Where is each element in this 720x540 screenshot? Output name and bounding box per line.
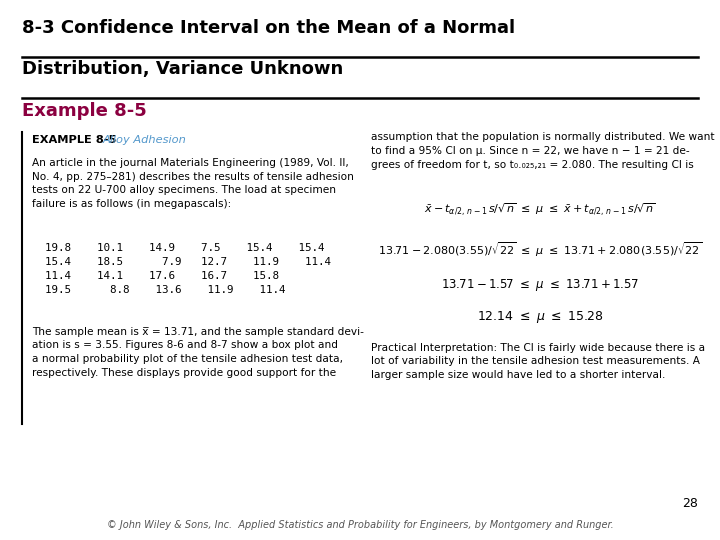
Text: 8-3 Confidence Interval on the Mean of a Normal: 8-3 Confidence Interval on the Mean of a… bbox=[22, 19, 515, 37]
Text: EXAMPLE 8-5: EXAMPLE 8-5 bbox=[32, 135, 117, 145]
Text: Alloy Adhesion: Alloy Adhesion bbox=[102, 135, 186, 145]
Text: 28: 28 bbox=[683, 497, 698, 510]
Text: An article in the journal Materials Engineering (1989, Vol. II,
No. 4, pp. 275–2: An article in the journal Materials Engi… bbox=[32, 158, 354, 209]
Text: Distribution, Variance Unknown: Distribution, Variance Unknown bbox=[22, 60, 343, 78]
Text: 19.8    10.1    14.9    7.5    15.4    15.4
  15.4    18.5      7.9   12.7    11: 19.8 10.1 14.9 7.5 15.4 15.4 15.4 18.5 7… bbox=[32, 243, 331, 295]
Text: The sample mean is x̅ = 13.71, and the sample standard devi-
ation is s = 3.55. : The sample mean is x̅ = 13.71, and the s… bbox=[32, 327, 364, 377]
Text: $\bar{x} - t_{\alpha/2,\,n-1}\,s/\sqrt{n}\ \leq\ \mu\ \leq\ \bar{x} + t_{\alpha/: $\bar{x} - t_{\alpha/2,\,n-1}\,s/\sqrt{n… bbox=[424, 201, 656, 218]
Text: Example 8-5: Example 8-5 bbox=[22, 102, 146, 119]
Text: assumption that the population is normally distributed. We want
to find a 95% CI: assumption that the population is normal… bbox=[371, 132, 714, 170]
Text: $13.71 - 2.080(3.55)/\sqrt{22}\ \leq\ \mu\ \leq\ 13.71 + 2.080(3.55)/\sqrt{22}$: $13.71 - 2.080(3.55)/\sqrt{22}\ \leq\ \m… bbox=[378, 240, 702, 259]
Text: $13.71 - 1.57\ \leq\ \mu\ \leq\ 13.71 + 1.57$: $13.71 - 1.57\ \leq\ \mu\ \leq\ 13.71 + … bbox=[441, 277, 639, 293]
Text: $12.14\ \leq\ \mu\ \leq\ 15.28$: $12.14\ \leq\ \mu\ \leq\ 15.28$ bbox=[477, 309, 603, 326]
Text: © John Wiley & Sons, Inc.  Applied Statistics and Probability for Engineers, by : © John Wiley & Sons, Inc. Applied Statis… bbox=[107, 520, 613, 530]
Text: Practical Interpretation: The CI is fairly wide because there is a
lot of variab: Practical Interpretation: The CI is fair… bbox=[371, 343, 705, 380]
